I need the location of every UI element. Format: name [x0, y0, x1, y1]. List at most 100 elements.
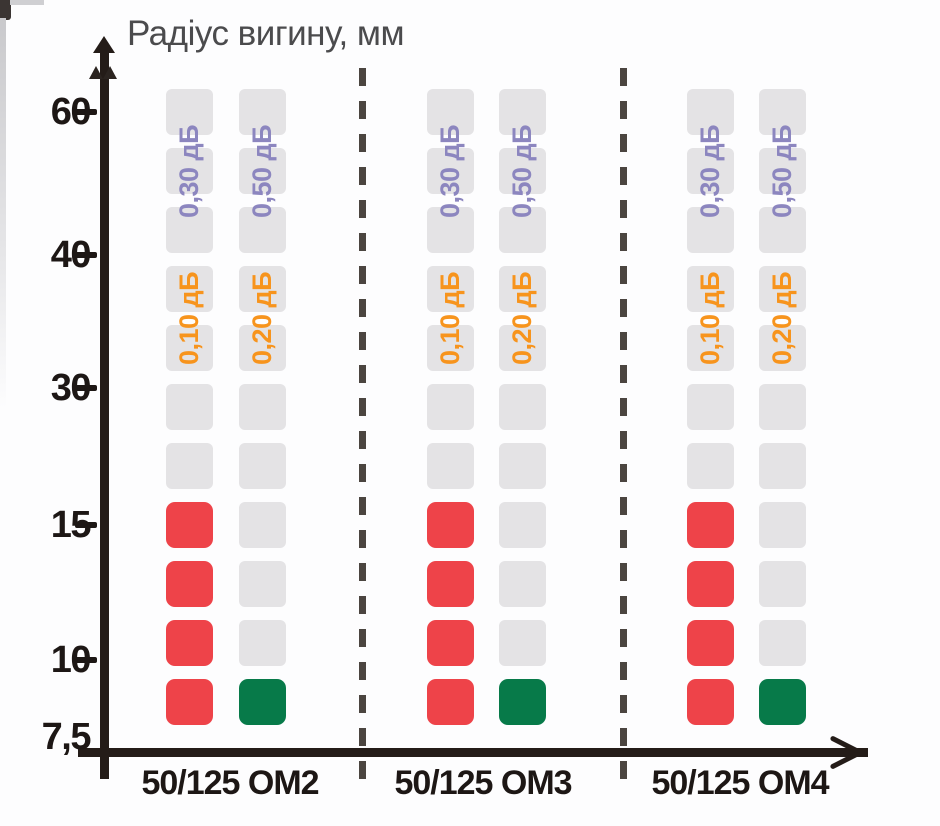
cell-gray: [759, 89, 806, 135]
cell-gray: [687, 325, 734, 371]
cell-gray: [759, 266, 806, 312]
cell-red: [166, 502, 213, 548]
cell-gray: [759, 443, 806, 489]
squares-column-om2-2: 0,50 дБ 0,20 дБ: [239, 89, 286, 725]
cell-gray: [239, 384, 286, 430]
cell-gray: [687, 266, 734, 312]
attenuation-label-top: 0,50 дБ: [239, 89, 286, 253]
group-separator-dashed-line: [359, 68, 366, 784]
x-category-label-om3: 50/125 ОМ3: [394, 764, 572, 802]
cell-gray: [499, 89, 546, 135]
y-tick-mark: [75, 657, 97, 663]
cell-gray: [166, 443, 213, 489]
y-tick-label: 7,5: [41, 716, 92, 758]
cell-gray: [166, 207, 213, 253]
cell-gray: [499, 148, 546, 194]
y-tick-label: 15: [50, 504, 92, 546]
attenuation-text: 0,10 дБ: [174, 271, 205, 366]
cell-red: [687, 679, 734, 725]
cell-gray: [239, 443, 286, 489]
cell-gray: [759, 207, 806, 253]
attenuation-label-top: 0,50 дБ: [759, 89, 806, 253]
cell-gray: [759, 502, 806, 548]
cell-gray: [166, 266, 213, 312]
x-category-label-om2: 50/125 ОМ2: [141, 764, 319, 802]
cell-gray: [427, 148, 474, 194]
cell-red: [687, 620, 734, 666]
cell-gray: [499, 266, 546, 312]
cell-gray: [239, 207, 286, 253]
attenuation-label-mid: 0,10 дБ: [427, 266, 474, 371]
cell-gray: [166, 384, 213, 430]
cell-gray: [687, 207, 734, 253]
scan-artifact-top-edge: [10, 0, 44, 5]
cell-gray: [166, 89, 213, 135]
squares-column-om2-1: 0,30 дБ 0,10 дБ: [166, 89, 213, 725]
cell-green: [499, 679, 546, 725]
attenuation-text: 0,50 дБ: [767, 124, 798, 218]
attenuation-text: 0,50 дБ: [247, 124, 278, 218]
squares-column-om3-1: 0,30 дБ 0,10 дБ: [427, 89, 474, 725]
cell-gray: [499, 620, 546, 666]
y-tick-label: 60: [50, 91, 92, 133]
y-axis-arrow-wing-icon: [103, 66, 117, 79]
cell-red: [687, 561, 734, 607]
attenuation-text: 0,20 дБ: [247, 271, 278, 366]
attenuation-text: 0,50 дБ: [507, 124, 538, 218]
cell-gray: [499, 207, 546, 253]
cell-gray: [759, 384, 806, 430]
y-tick-label: 40: [50, 234, 92, 276]
y-tick-label: 10: [50, 639, 92, 681]
cell-gray: [687, 384, 734, 430]
cell-green: [759, 679, 806, 725]
attenuation-label-mid: 0,20 дБ: [239, 266, 286, 371]
cell-green: [239, 679, 286, 725]
attenuation-label-mid: 0,20 дБ: [759, 266, 806, 371]
squares-column-om3-2: 0,50 дБ 0,20 дБ: [499, 89, 546, 725]
y-tick-label: 30: [50, 367, 92, 409]
cell-gray: [499, 325, 546, 371]
cell-gray: [239, 620, 286, 666]
attenuation-label-top: 0,30 дБ: [166, 89, 213, 253]
y-tick-mark: [75, 252, 97, 258]
attenuation-label-mid: 0,10 дБ: [687, 266, 734, 371]
attenuation-text: 0,10 дБ: [435, 271, 466, 366]
cell-gray: [499, 443, 546, 489]
group-separator-dashed-line: [620, 68, 627, 784]
cell-red: [427, 502, 474, 548]
cell-red: [687, 502, 734, 548]
cell-gray: [427, 325, 474, 371]
attenuation-text: 0,30 дБ: [174, 124, 205, 218]
cell-red: [166, 561, 213, 607]
attenuation-text: 0,30 дБ: [695, 124, 726, 218]
cell-gray: [427, 207, 474, 253]
cell-gray: [427, 266, 474, 312]
cell-gray: [427, 89, 474, 135]
attenuation-label-mid: 0,20 дБ: [499, 266, 546, 371]
cell-gray: [166, 148, 213, 194]
cell-gray: [239, 502, 286, 548]
squares-column-om4-1: 0,30 дБ 0,10 дБ: [687, 89, 734, 725]
cell-gray: [427, 384, 474, 430]
cell-gray: [499, 502, 546, 548]
cell-gray: [239, 148, 286, 194]
y-axis-line: [100, 52, 109, 779]
cell-gray: [687, 89, 734, 135]
y-tick-mark: [75, 522, 97, 528]
cell-gray: [239, 561, 286, 607]
attenuation-text: 0,30 дБ: [435, 124, 466, 218]
cell-gray: [239, 325, 286, 371]
attenuation-label-top: 0,50 дБ: [499, 89, 546, 253]
chart-title: Радіус вигину, мм: [127, 14, 405, 53]
y-tick-mark: [75, 385, 97, 391]
attenuation-text: 0,20 дБ: [767, 271, 798, 366]
y-tick-mark: [75, 109, 97, 115]
cell-gray: [759, 325, 806, 371]
cell-gray: [687, 148, 734, 194]
cell-gray: [499, 561, 546, 607]
cell-gray: [499, 384, 546, 430]
cell-red: [427, 561, 474, 607]
scan-artifact-left-edge: [0, 18, 6, 408]
attenuation-text: 0,20 дБ: [507, 271, 538, 366]
